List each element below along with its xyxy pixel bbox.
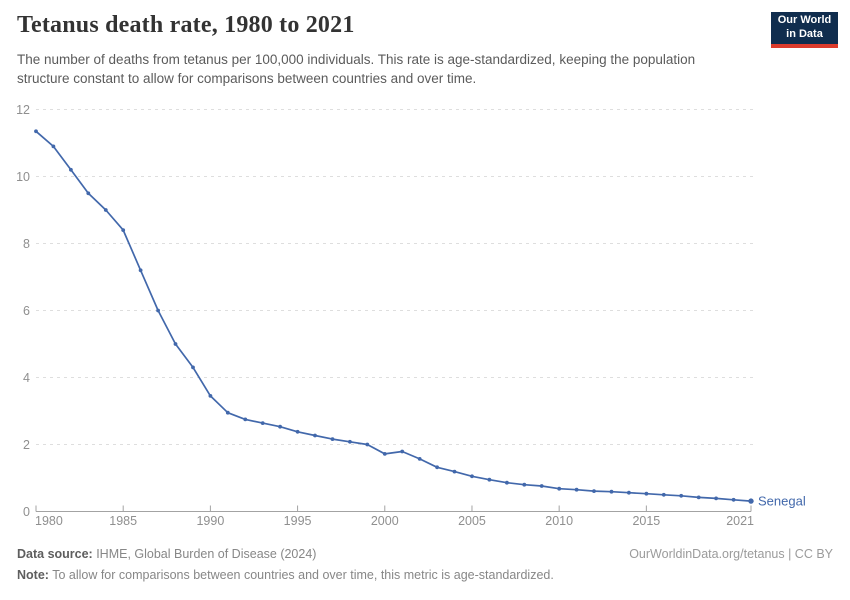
data-point: [330, 437, 335, 441]
data-point: [382, 452, 387, 456]
data-point: [470, 474, 474, 479]
data-point: [731, 497, 736, 502]
data-point: [156, 308, 161, 313]
chart-footer: Data source: IHME, Global Burden of Dise…: [17, 544, 833, 586]
x-tick-label: 1980: [35, 514, 63, 528]
data-point: [51, 144, 56, 149]
data-point: [34, 129, 38, 134]
data-point: [365, 442, 370, 447]
x-tick-label: 2005: [458, 514, 486, 528]
y-tick-label: 10: [16, 170, 30, 184]
data-point: [609, 489, 614, 494]
data-point: [679, 493, 684, 498]
data-point: [574, 487, 579, 492]
data-point: [69, 167, 73, 172]
data-point: [208, 394, 213, 398]
y-tick-label: 2: [23, 438, 30, 452]
x-tick-label: 1995: [284, 514, 312, 528]
data-point: [173, 342, 178, 346]
data-source-text: IHME, Global Burden of Disease (2024): [92, 547, 317, 561]
series-end-label: Senegal: [758, 494, 806, 509]
data-source-line: Data source: IHME, Global Burden of Dise…: [17, 544, 554, 565]
y-tick-label: 4: [23, 371, 30, 385]
note-text: To allow for comparisons between countri…: [48, 567, 554, 582]
data-point: [417, 457, 422, 461]
y-tick-label: 12: [16, 103, 30, 117]
data-point: [191, 365, 195, 370]
data-point: [278, 424, 282, 429]
data-point: [505, 480, 509, 485]
footer-link[interactable]: OurWorldinData.org/tetanus | CC BY: [629, 547, 833, 561]
data-point: [661, 492, 666, 497]
data-point: [103, 208, 108, 212]
x-tick-label: 1990: [196, 514, 224, 528]
data-point: [121, 228, 126, 233]
data-point: [295, 429, 300, 434]
data-point: [225, 410, 230, 415]
note-line: Note: To allow for comparisons between c…: [17, 565, 554, 586]
data-point: [592, 489, 596, 493]
data-point: [435, 465, 439, 470]
data-point: [557, 486, 562, 491]
data-point: [313, 433, 317, 438]
data-point: [539, 484, 544, 488]
y-tick-label: 8: [23, 237, 30, 251]
data-point: [348, 439, 352, 444]
data-source-label: Data source:: [17, 547, 93, 561]
x-tick-label: 2000: [371, 514, 399, 528]
data-point: [138, 268, 143, 273]
data-point: [487, 477, 492, 482]
data-point: [627, 490, 631, 495]
data-point: [86, 191, 91, 196]
line-chart: 0 2 4 6 8 10 12 1980 1985 1990 1995 2000 2005 2010 201…: [16, 103, 806, 528]
x-tick-label: 1985: [109, 514, 137, 528]
data-point: [243, 417, 248, 422]
data-point: [644, 491, 649, 496]
x-tick-label: 2010: [545, 514, 573, 528]
chart-subtitle: The number of deaths from tetanus per 10…: [17, 52, 696, 86]
data-point: [714, 496, 718, 501]
data-point: [748, 498, 754, 504]
logo-line2: in Data: [786, 28, 823, 40]
x-tick-label: 2015: [632, 514, 660, 528]
page-title: Tetanus death rate, 1980 to 2021: [17, 12, 355, 38]
data-point: [260, 421, 265, 425]
logo-line1: Our World: [777, 14, 832, 27]
y-tick-label: 0: [23, 505, 30, 519]
note-label: Note:: [17, 567, 49, 582]
data-point: [522, 482, 527, 487]
y-tick-label: 6: [23, 304, 30, 318]
data-point: [400, 449, 405, 454]
owid-logo[interactable]: Our World in Data: [771, 12, 838, 48]
data-point: [452, 469, 457, 474]
senegal-line: [35, 130, 752, 502]
x-tick-label: 2021: [726, 514, 754, 528]
data-point: [696, 495, 701, 500]
footer-left: Data source: IHME, Global Burden of Dise…: [17, 544, 554, 586]
